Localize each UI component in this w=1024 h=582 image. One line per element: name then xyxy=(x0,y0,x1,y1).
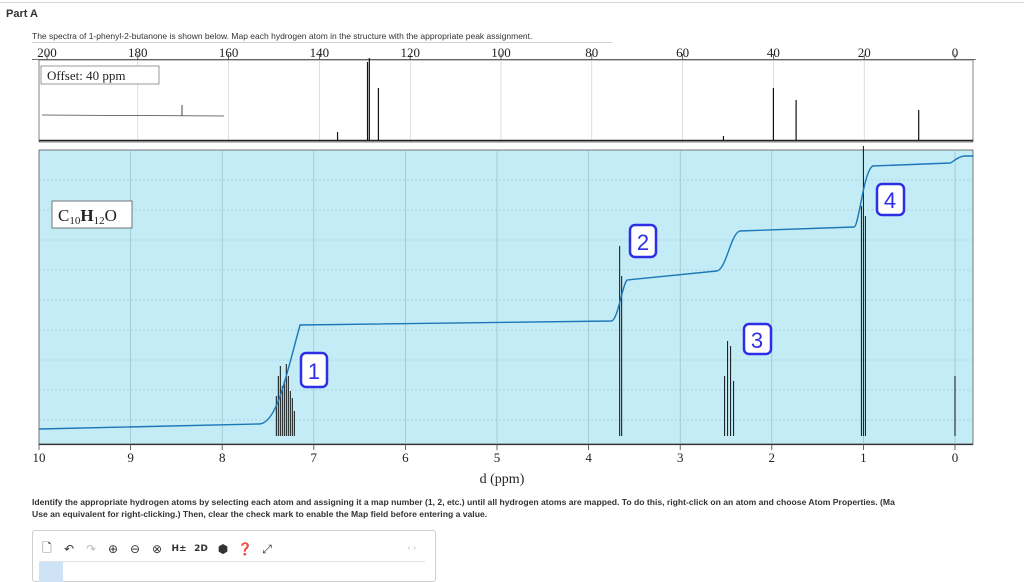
proton-tick-label: 10 xyxy=(33,450,46,465)
carbon-tick-label: 40 xyxy=(767,45,780,60)
carbon-tick-label: 160 xyxy=(219,45,239,60)
carbon-panel-frame xyxy=(38,59,974,143)
proton-panel-frame xyxy=(38,149,974,445)
part-title: Part A xyxy=(6,8,38,20)
molecular-formula: C10H12O xyxy=(58,206,117,227)
help-icon[interactable]: ❓ xyxy=(237,542,253,556)
canvas-selection xyxy=(39,562,63,582)
nmr-figure: 200 180 160 140 120 100 80 60 40 20 0 Offset: 40 p… xyxy=(32,44,976,492)
svg-text:1: 1 xyxy=(308,359,320,384)
carbon-tick-label: 180 xyxy=(128,45,148,60)
carbon-tick-label: 0 xyxy=(952,45,959,60)
editor-toolbar: 🗋 ↶ ↷ ⊕ ⊖ ⊗ H± 2D ⬢ ❓ ⤢ xyxy=(39,541,275,557)
redo-icon[interactable]: ↷ xyxy=(85,542,97,556)
map-label-1: 1 xyxy=(299,351,329,389)
svg-text:2: 2 xyxy=(637,230,649,255)
proton-tick-label: 1 xyxy=(860,450,867,465)
proton-tick-label: 0 xyxy=(952,450,959,465)
proton-tick-label: 2 xyxy=(769,450,776,465)
svg-text:3: 3 xyxy=(751,328,763,353)
new-document-icon[interactable]: 🗋 xyxy=(42,540,52,555)
zoom-out-icon[interactable]: ⊖ xyxy=(129,542,141,556)
top-rule xyxy=(0,2,1024,3)
carbon-tick-label: 80 xyxy=(585,45,598,60)
editor-nav-arrows[interactable]: ‹› xyxy=(408,543,419,552)
structure-editor[interactable]: 🗋 ↶ ↷ ⊕ ⊖ ⊗ H± 2D ⬢ ❓ ⤢ ‹› xyxy=(32,530,436,582)
zoom-in-icon[interactable]: ⊕ xyxy=(107,542,119,556)
proton-tick-label: 7 xyxy=(311,450,318,465)
svg-text:4: 4 xyxy=(884,188,896,213)
map-label-3: 3 xyxy=(742,322,773,356)
undo-icon[interactable]: ↶ xyxy=(63,542,75,556)
proton-tick-label: 5 xyxy=(494,450,501,465)
carbon-tick-label: 120 xyxy=(400,45,420,60)
hydrogen-toggle-button[interactable]: H± xyxy=(171,544,187,554)
offset-label: Offset: 40 ppm xyxy=(47,68,125,83)
offset-baseline xyxy=(41,114,225,117)
carbon-tick-label: 140 xyxy=(310,45,330,60)
proton-tick-label: 4 xyxy=(585,450,592,465)
question-prompt: The spectra of 1-phenyl-2-butanone is sh… xyxy=(32,31,533,41)
proton-axis-title: d (ppm) xyxy=(480,472,525,487)
carbon-tick-label: 100 xyxy=(491,45,511,60)
proton-tick-label: 8 xyxy=(219,450,226,465)
nav-next-icon[interactable]: › xyxy=(413,543,419,552)
view-2d-button[interactable]: 2D xyxy=(194,544,208,554)
proton-tick-label: 3 xyxy=(677,450,684,465)
instructions-line-1: Identify the appropriate hydrogen atoms … xyxy=(32,497,895,507)
map-label-2: 2 xyxy=(628,223,658,259)
instructions-line-2: Use an equivalent for right-clicking.) T… xyxy=(32,508,488,519)
carbon-spectrum-panel: 200 180 160 140 120 100 80 60 40 20 0 Offset: 40 p… xyxy=(32,45,976,143)
proton-spectrum-panel: 10 9 8 7 6 5 4 3 2 1 0 d (ppm) C10H12O 1 2 xyxy=(33,146,974,487)
formula-box: C10H12O xyxy=(51,200,133,229)
editor-canvas[interactable] xyxy=(39,561,425,582)
carbon-tick-label: 200 xyxy=(37,45,57,60)
offset-label-box xyxy=(40,65,160,85)
carbon-tick-label: 20 xyxy=(858,45,871,60)
carbon-tick-label: 60 xyxy=(676,45,689,60)
proton-tick-label: 9 xyxy=(127,450,134,465)
map-label-4: 4 xyxy=(875,182,906,217)
integral-curve xyxy=(38,155,973,430)
prompt-divider xyxy=(32,42,612,43)
expand-icon[interactable]: ⤢ xyxy=(262,541,272,556)
instructions: Identify the appropriate hydrogen atoms … xyxy=(32,497,1022,520)
info-icon[interactable]: ⬢ xyxy=(217,542,229,556)
proton-tick-label: 6 xyxy=(402,450,409,465)
nav-prev-icon[interactable]: ‹ xyxy=(407,543,414,552)
zoom-reset-icon[interactable]: ⊗ xyxy=(151,542,163,556)
